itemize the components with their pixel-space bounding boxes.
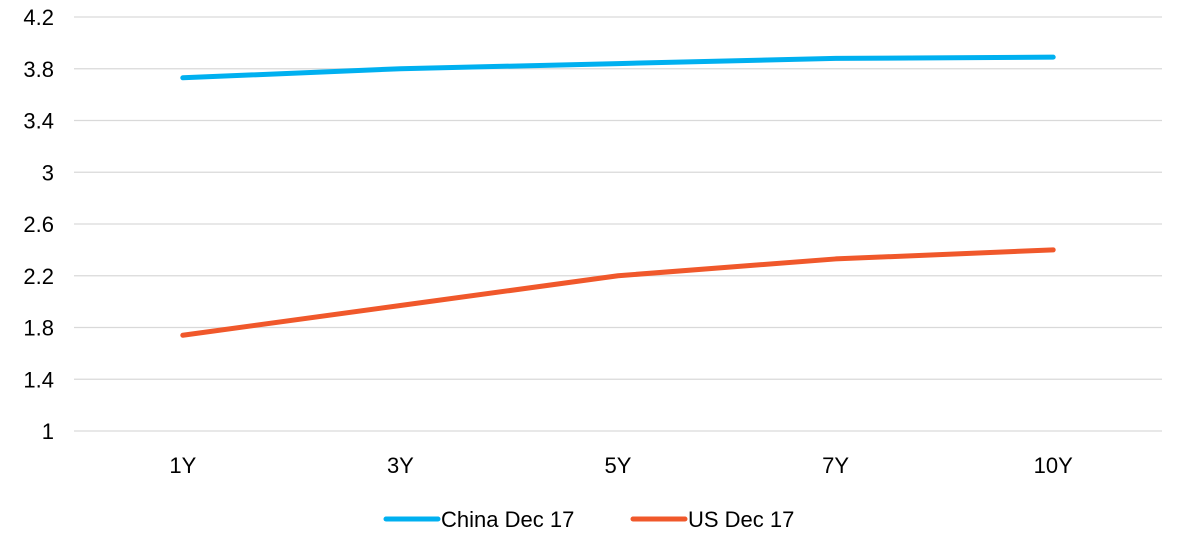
x-tick-label: 7Y: [822, 453, 849, 478]
y-tick-label: 4.2: [23, 5, 54, 30]
legend-item-china: China Dec 17: [383, 507, 574, 532]
x-axis-tick-labels: 1Y 3Y 5Y 7Y 10Y: [169, 453, 1073, 478]
x-tick-label: 10Y: [1034, 453, 1073, 478]
y-axis-tick-labels: 1 1.4 1.8 2.2 2.6 3 3.4 3.8 4.2: [23, 5, 54, 444]
series-line-us: [180, 247, 1056, 338]
y-tick-label: 1.8: [23, 316, 54, 341]
legend: China Dec 17 US Dec 17: [383, 507, 794, 532]
y-tick-label: 3.8: [23, 57, 54, 82]
y-tick-label: 3.4: [23, 109, 54, 134]
legend-item-us: US Dec 17: [630, 507, 794, 532]
y-tick-label: 3: [42, 160, 54, 185]
legend-label: US Dec 17: [688, 507, 794, 532]
x-tick-label: 5Y: [605, 453, 632, 478]
legend-label: China Dec 17: [441, 507, 574, 532]
x-tick-label: 3Y: [387, 453, 414, 478]
gridlines: [74, 16, 1162, 432]
x-tick-label: 1Y: [169, 453, 196, 478]
plot-series: [180, 54, 1056, 338]
y-tick-label: 1.4: [23, 367, 54, 392]
y-tick-label: 2.2: [23, 264, 54, 289]
y-tick-label: 2.6: [23, 212, 54, 237]
y-tick-label: 1: [42, 419, 54, 444]
series-line-china: [180, 54, 1056, 81]
